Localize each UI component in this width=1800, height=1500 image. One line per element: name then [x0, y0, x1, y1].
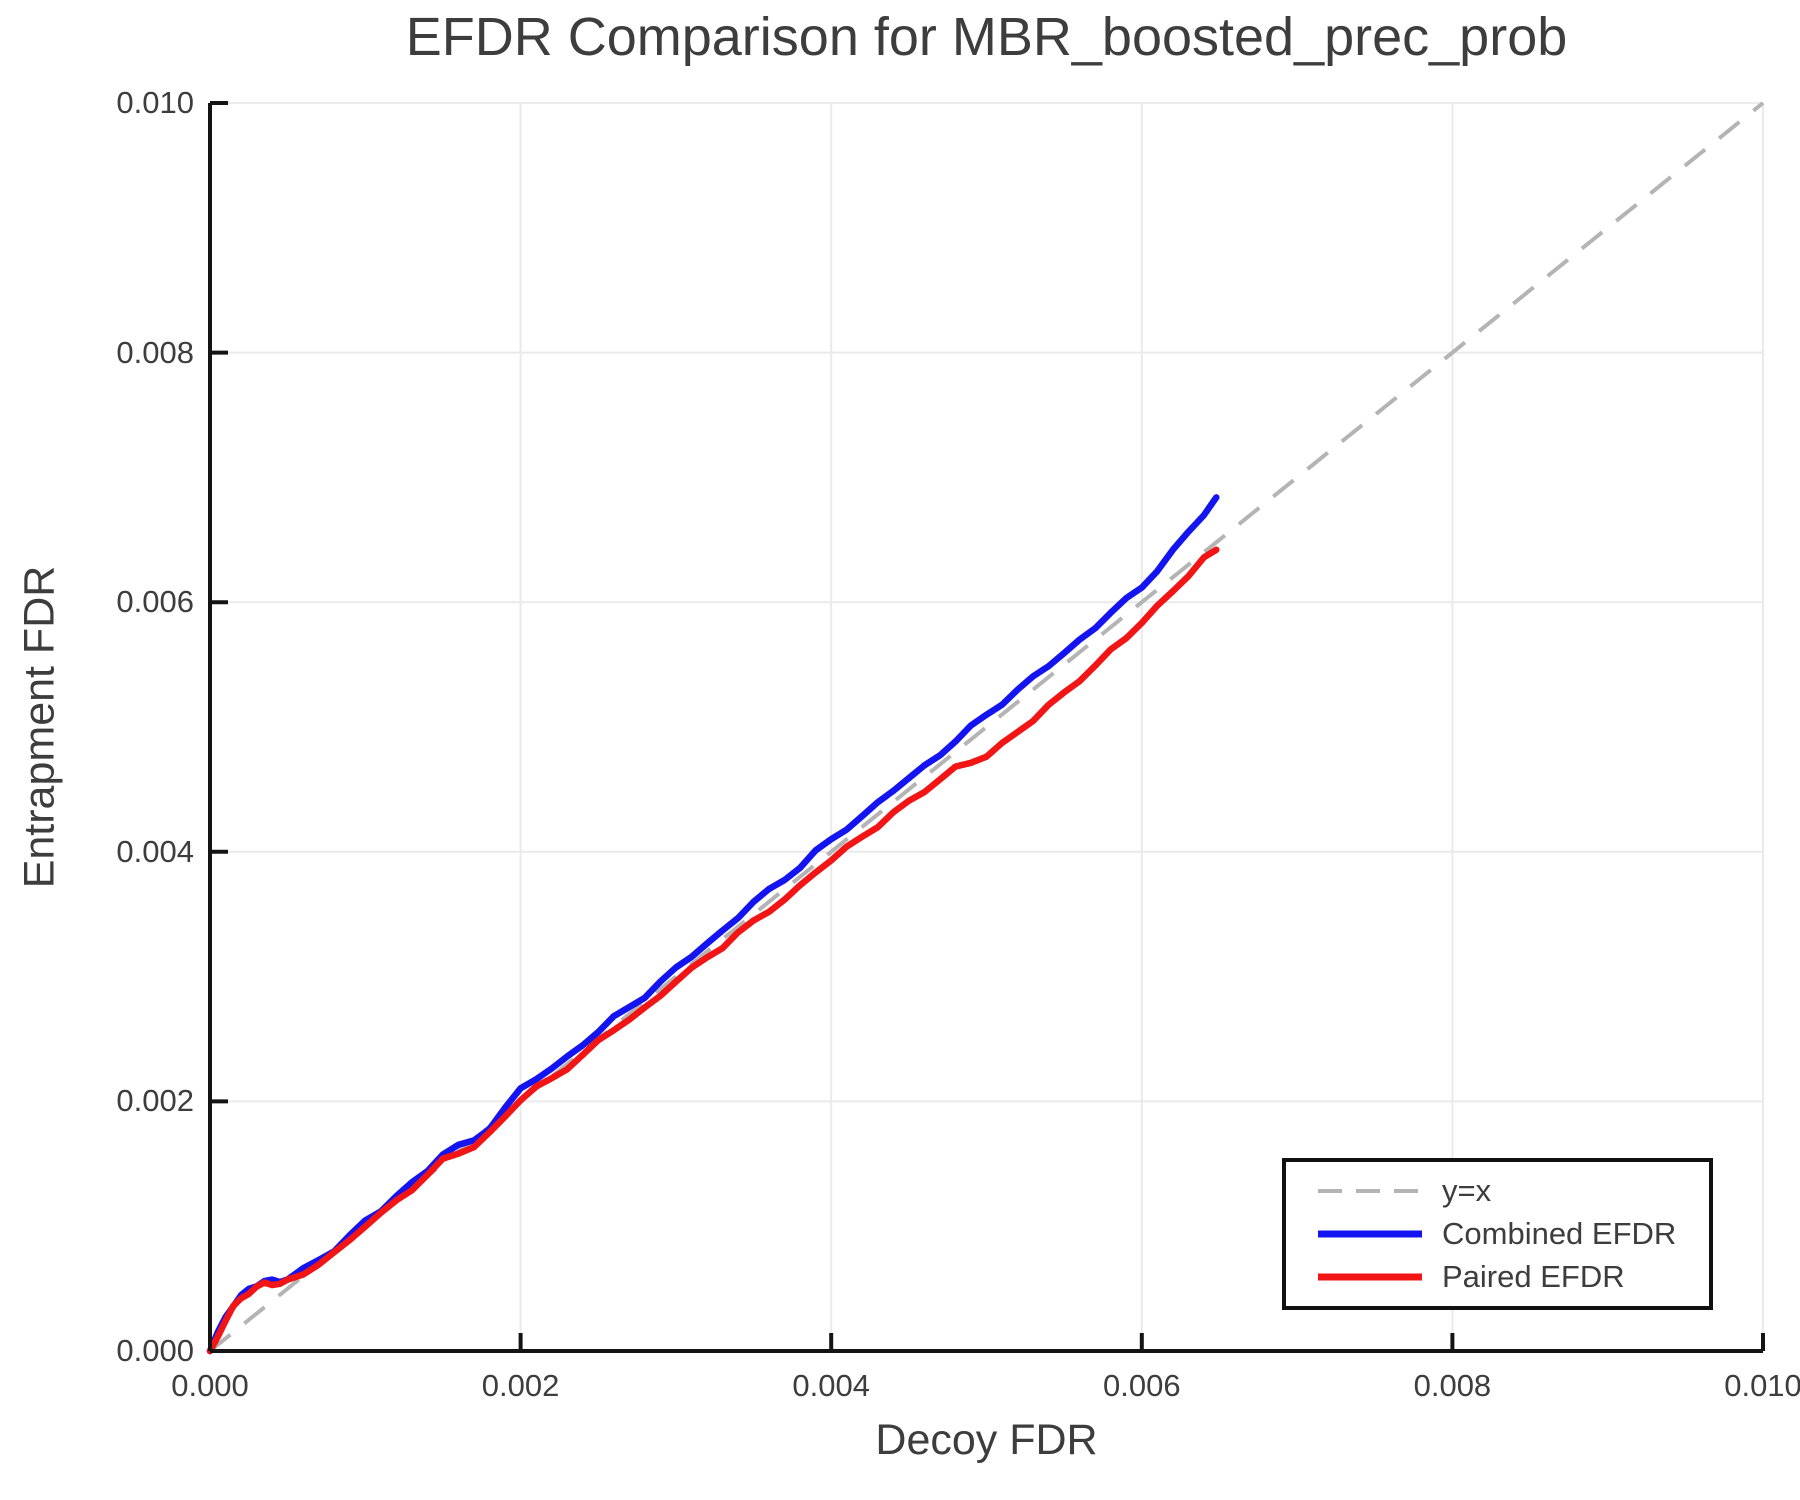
y-tick-label: 0.008: [116, 334, 194, 370]
y-tick-label: 0.006: [116, 584, 194, 620]
chart-title: EFDR Comparison for MBR_boosted_prec_pro…: [405, 7, 1568, 67]
x-tick-label: 0.000: [171, 1368, 249, 1403]
x-tick-label: 0.006: [1103, 1368, 1181, 1403]
combined-efdr-line-sample-icon: [1318, 1230, 1422, 1238]
combined-efdr-line: [206, 494, 1220, 1355]
legend-row-combined-efdr: Combined EFDR: [1316, 1216, 1709, 1252]
y-tick-label: 0.000: [116, 1333, 194, 1368]
y-axis-label: Entrapment FDR: [15, 565, 64, 889]
paired-efdr-line-sample-icon: [1318, 1273, 1422, 1281]
y-tick-label: 0.004: [116, 833, 194, 869]
legend-label-paired-efdr: Paired EFDR: [1442, 1259, 1625, 1294]
x-tick-label: 0.010: [1724, 1368, 1800, 1403]
y-tick-label: 0.002: [116, 1083, 194, 1119]
legend-row-identity: y=x: [1316, 1173, 1709, 1209]
y-tick-label: 0.010: [116, 85, 194, 120]
x-axis-label: Decoy FDR: [875, 1416, 1098, 1464]
x-tick-label: 0.002: [481, 1368, 560, 1403]
legend: y=x Combined EFDR Paired EFDR: [1282, 1158, 1713, 1310]
x-tick-label: 0.004: [792, 1368, 870, 1403]
x-tick-label: 0.008: [1413, 1368, 1492, 1403]
legend-label-identity: y=x: [1442, 1173, 1492, 1208]
identity-line-sample-icon: [1318, 1189, 1422, 1193]
paired-efdr-line: [206, 546, 1220, 1355]
legend-row-paired-efdr: Paired EFDR: [1316, 1259, 1709, 1295]
legend-label-combined-efdr: Combined EFDR: [1442, 1216, 1677, 1251]
